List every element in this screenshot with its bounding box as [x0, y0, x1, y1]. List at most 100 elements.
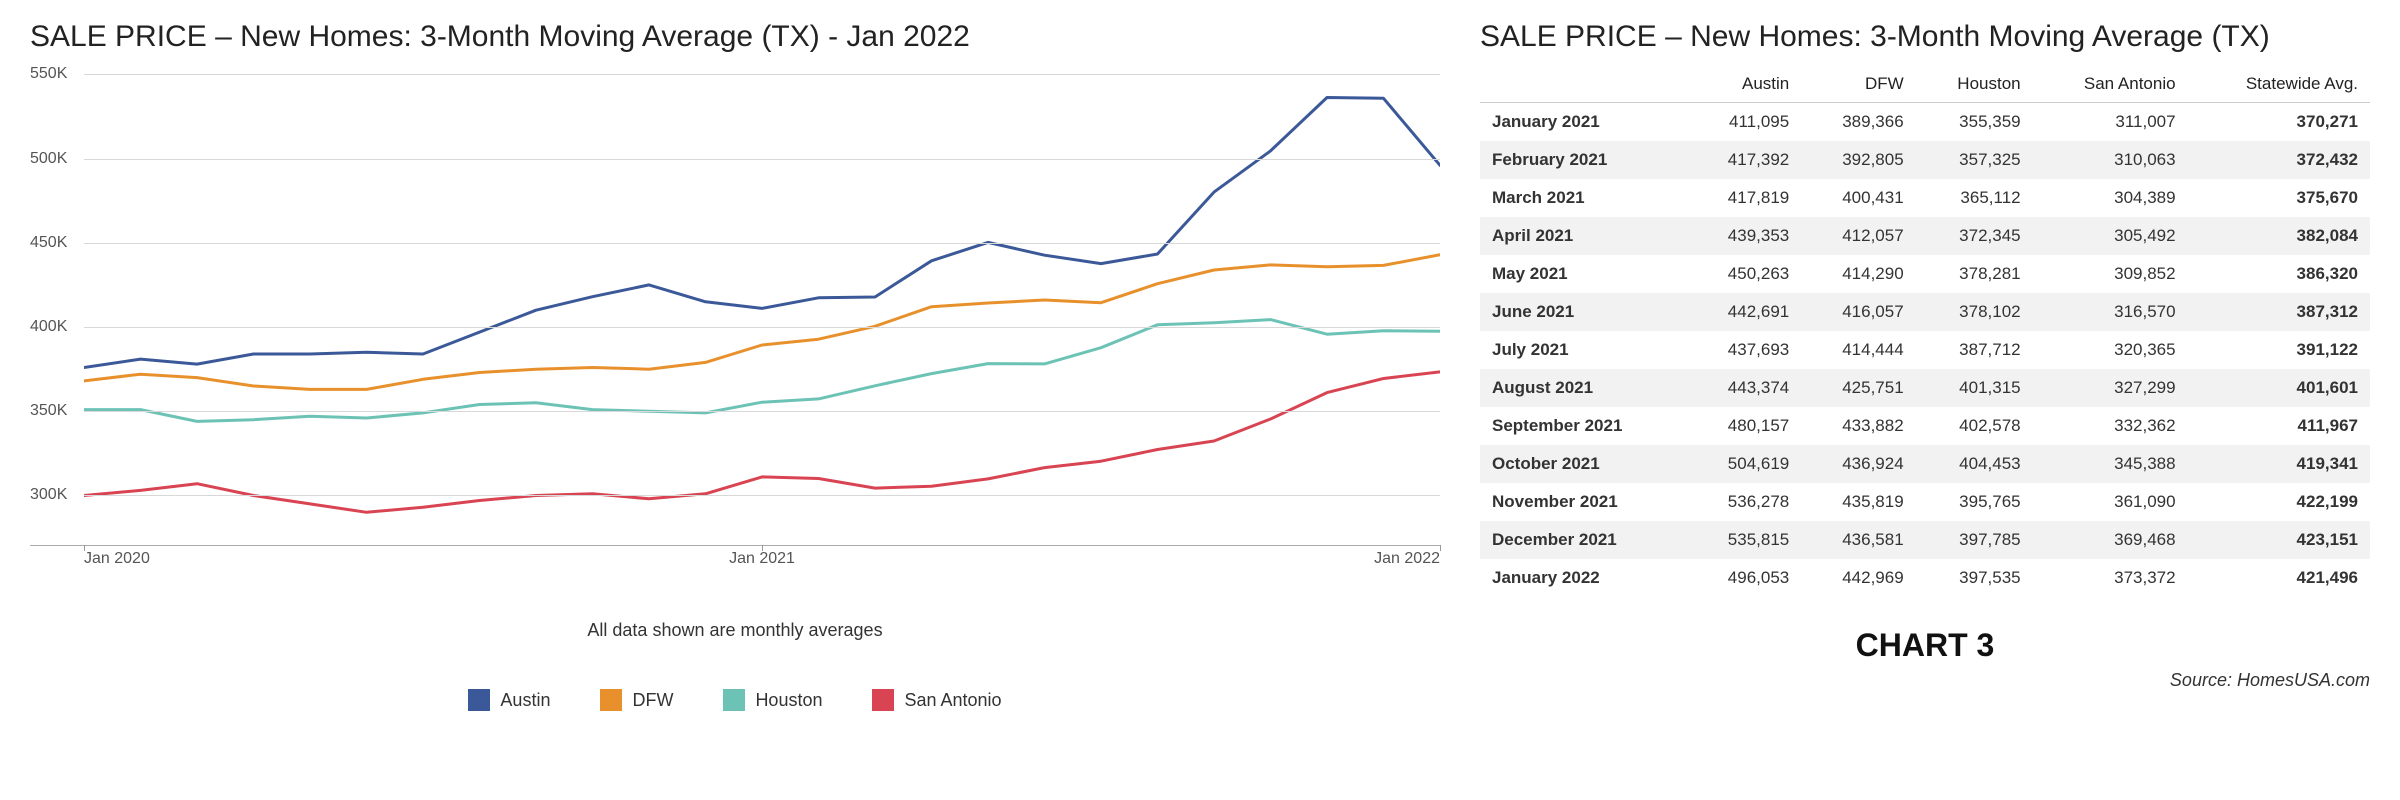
table-cell: 386,320 [2188, 255, 2370, 293]
table-header: DFW [1801, 66, 1915, 103]
table-cell: 417,392 [1687, 141, 1801, 179]
chart-title: SALE PRICE – New Homes: 3-Month Moving A… [30, 20, 1440, 54]
table-cell: 382,084 [2188, 217, 2370, 255]
table-cell: September 2021 [1480, 407, 1687, 445]
y-gridline [84, 159, 1440, 160]
table-cell: 414,444 [1801, 331, 1915, 369]
table-header: San Antonio [2033, 66, 2188, 103]
table-cell: August 2021 [1480, 369, 1687, 407]
y-gridline [84, 327, 1440, 328]
table-cell: 404,453 [1916, 445, 2033, 483]
table-cell: 436,924 [1801, 445, 1915, 483]
table-cell: 421,496 [2188, 559, 2370, 597]
chart-panel: SALE PRICE – New Homes: 3-Month Moving A… [30, 20, 1480, 790]
table-row: April 2021439,353412,057372,345305,49238… [1480, 217, 2370, 255]
table-cell: March 2021 [1480, 179, 1687, 217]
table-cell: 535,815 [1687, 521, 1801, 559]
table-cell: April 2021 [1480, 217, 1687, 255]
table-cell: 411,967 [2188, 407, 2370, 445]
table-cell: 401,601 [2188, 369, 2370, 407]
table-cell: 378,281 [1916, 255, 2033, 293]
table-cell: 387,312 [2188, 293, 2370, 331]
line-plot [84, 66, 1440, 546]
table-cell: 442,691 [1687, 293, 1801, 331]
table-cell: 397,785 [1916, 521, 2033, 559]
table-cell: 435,819 [1801, 483, 1915, 521]
table-cell: 355,359 [1916, 103, 2033, 142]
table-cell: 389,366 [1801, 103, 1915, 142]
table-cell: 397,535 [1916, 559, 2033, 597]
table-header: Houston [1916, 66, 2033, 103]
table-row: March 2021417,819400,431365,112304,38937… [1480, 179, 2370, 217]
x-tick-mark [1440, 545, 1441, 551]
table-cell: 425,751 [1801, 369, 1915, 407]
table-cell: 416,057 [1801, 293, 1915, 331]
x-axis: Jan 2020Jan 2021Jan 2022 [84, 546, 1440, 576]
table-cell: 433,882 [1801, 407, 1915, 445]
table-cell: 423,151 [2188, 521, 2370, 559]
legend-label: DFW [632, 690, 673, 711]
table-cell: 327,299 [2033, 369, 2188, 407]
source-attribution: Source: HomesUSA.com [1480, 670, 2370, 691]
table-row: January 2022496,053442,969397,535373,372… [1480, 559, 2370, 597]
y-axis-label: 500K [30, 150, 67, 168]
legend-label: Houston [755, 690, 822, 711]
table-panel: SALE PRICE – New Homes: 3-Month Moving A… [1480, 20, 2370, 790]
y-axis-label: 550K [30, 65, 67, 83]
table-cell: 417,819 [1687, 179, 1801, 217]
x-axis-label: Jan 2021 [729, 550, 795, 568]
table-cell: 375,670 [2188, 179, 2370, 217]
table-header: Austin [1687, 66, 1801, 103]
table-cell: 361,090 [2033, 483, 2188, 521]
table-cell: 311,007 [2033, 103, 2188, 142]
chart-subtitle: All data shown are monthly averages [30, 620, 1440, 641]
table-cell: 391,122 [2188, 331, 2370, 369]
table-cell: 373,372 [2033, 559, 2188, 597]
table-cell: June 2021 [1480, 293, 1687, 331]
table-row: February 2021417,392392,805357,325310,06… [1480, 141, 2370, 179]
table-cell: 436,581 [1801, 521, 1915, 559]
y-gridline [84, 411, 1440, 412]
table-cell: October 2021 [1480, 445, 1687, 483]
table-cell: 372,345 [1916, 217, 2033, 255]
table-row: January 2021411,095389,366355,359311,007… [1480, 103, 2370, 142]
table-cell: 480,157 [1687, 407, 1801, 445]
y-axis-label: 450K [30, 234, 67, 252]
table-cell: 439,353 [1687, 217, 1801, 255]
y-gridline [84, 495, 1440, 496]
legend-item-dfw: DFW [600, 689, 673, 711]
table-cell: 320,365 [2033, 331, 2188, 369]
table-cell: 496,053 [1687, 559, 1801, 597]
chart-area: 300K350K400K450K500K550K [30, 66, 1440, 546]
legend-item-san-antonio: San Antonio [872, 689, 1001, 711]
table-cell: 402,578 [1916, 407, 2033, 445]
table-cell: 442,969 [1801, 559, 1915, 597]
y-axis-label: 350K [30, 402, 67, 420]
table-row: December 2021535,815436,581397,785369,46… [1480, 521, 2370, 559]
table-cell: 369,468 [2033, 521, 2188, 559]
table-cell: 370,271 [2188, 103, 2370, 142]
table-cell: December 2021 [1480, 521, 1687, 559]
table-cell: May 2021 [1480, 255, 1687, 293]
series-line-san-antonio [84, 372, 1440, 512]
table-cell: November 2021 [1480, 483, 1687, 521]
table-cell: 387,712 [1916, 331, 2033, 369]
table-header [1480, 66, 1687, 103]
table-cell: 304,389 [2033, 179, 2188, 217]
table-cell: January 2022 [1480, 559, 1687, 597]
y-axis-label: 400K [30, 318, 67, 336]
table-header: Statewide Avg. [2188, 66, 2370, 103]
table-cell: 450,263 [1687, 255, 1801, 293]
table-row: November 2021536,278435,819395,765361,09… [1480, 483, 2370, 521]
table-cell: 357,325 [1916, 141, 2033, 179]
x-axis-label: Jan 2022 [1374, 550, 1440, 568]
table-cell: 400,431 [1801, 179, 1915, 217]
table-cell: February 2021 [1480, 141, 1687, 179]
table-cell: 401,315 [1916, 369, 2033, 407]
table-cell: July 2021 [1480, 331, 1687, 369]
table-cell: 395,765 [1916, 483, 2033, 521]
table-cell: January 2021 [1480, 103, 1687, 142]
legend-label: San Antonio [904, 690, 1001, 711]
table-row: May 2021450,263414,290378,281309,852386,… [1480, 255, 2370, 293]
table-cell: 422,199 [2188, 483, 2370, 521]
